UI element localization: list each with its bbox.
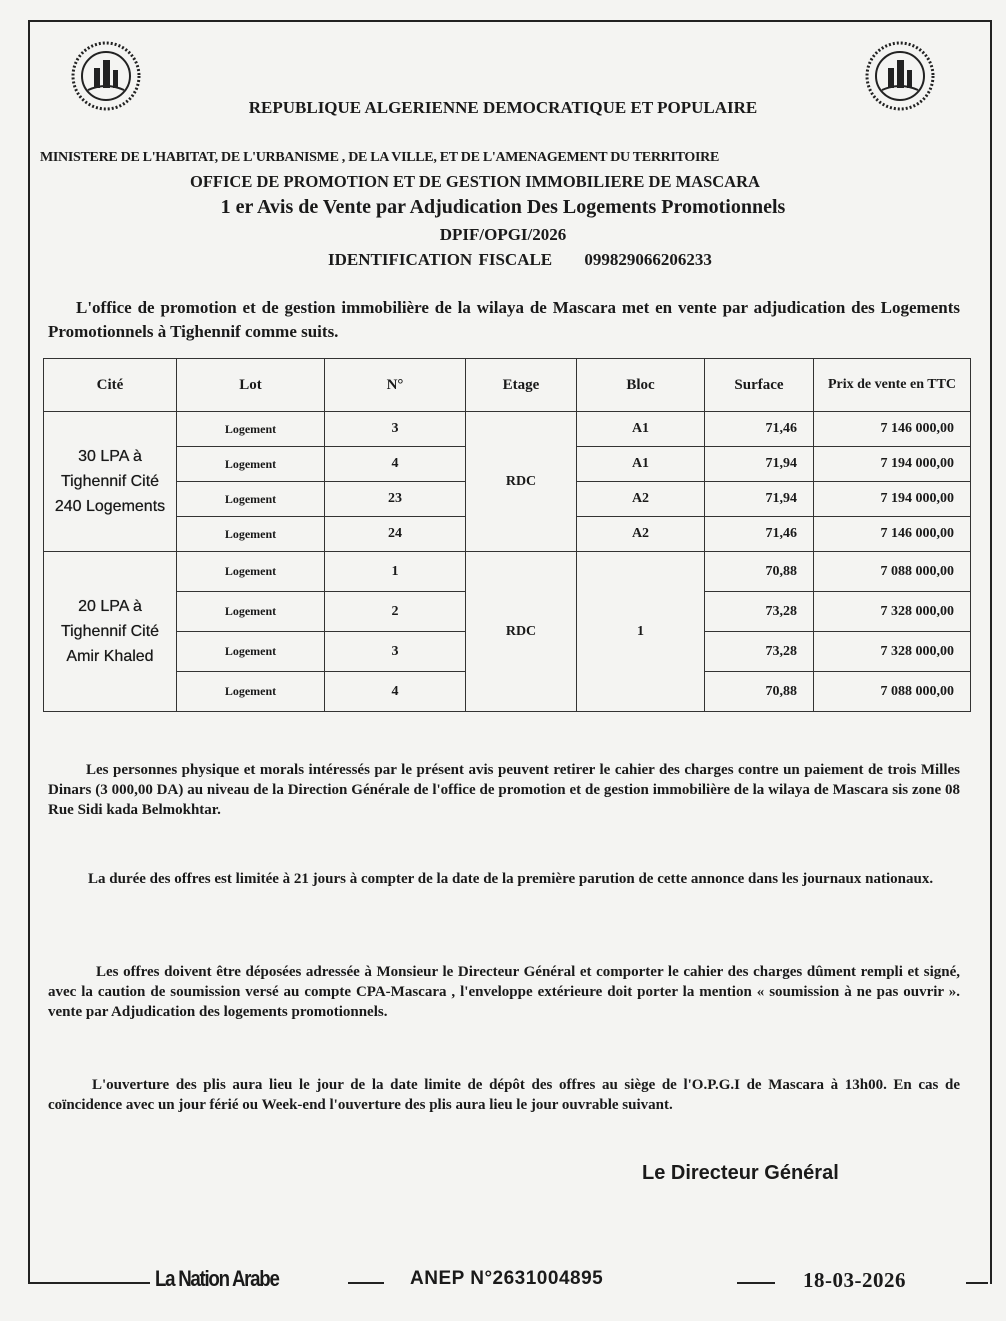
- surface-cell: 73,28: [704, 591, 814, 632]
- prix-cell: 7 194 000,00: [813, 481, 971, 517]
- lot-cell: Logement: [176, 631, 325, 672]
- etage-cell: RDC: [465, 551, 577, 712]
- ministry-heading: MINISTERE DE L'HABITAT, DE L'URBANISME ,…: [40, 150, 719, 165]
- fiscal-identification: IDENTIFICATION FISCALE 099829066206233: [328, 250, 712, 270]
- surface-cell: 71,46: [704, 516, 814, 552]
- intro-paragraph: L'office de promotion et de gestion immo…: [48, 298, 960, 341]
- opgi-emblem-icon: [865, 41, 935, 111]
- surface-cell: 73,28: [704, 631, 814, 672]
- no-cell: 24: [324, 516, 466, 552]
- prix-cell: 7 088 000,00: [813, 671, 971, 712]
- prix-cell: 7 088 000,00: [813, 551, 971, 592]
- newspaper-name: La Nation Arabe: [155, 1266, 280, 1291]
- bloc-cell: A1: [576, 411, 705, 447]
- cite-cell: 30 LPA à Tighennif Cité 240 Logements: [43, 411, 177, 552]
- surface-cell: 71,46: [704, 411, 814, 447]
- no-cell: 2: [324, 591, 466, 632]
- header-prix: Prix de vente en TTC: [813, 358, 971, 412]
- bloc-cell: 1: [576, 551, 705, 712]
- table-row: Logement 4 70,88 7 088 000,00: [44, 671, 971, 712]
- surface-cell: 70,88: [704, 551, 814, 592]
- prix-cell: 7 194 000,00: [813, 446, 971, 482]
- no-cell: 3: [324, 411, 466, 447]
- header-cite: Cité: [43, 358, 177, 412]
- prix-cell: 7 328 000,00: [813, 591, 971, 632]
- signature: Le Directeur Général: [642, 1162, 839, 1184]
- document-border: [28, 20, 992, 1284]
- no-cell: 3: [324, 631, 466, 672]
- office-heading: OFFICE DE PROMOTION ET DE GESTION IMMOBI…: [190, 172, 760, 191]
- surface-cell: 71,94: [704, 481, 814, 517]
- lot-cell: Logement: [176, 551, 325, 592]
- table-row: 20 LPA à Tighennif Cité Amir Khaled Loge…: [43, 551, 971, 712]
- opgi-emblem-icon: [71, 41, 141, 111]
- lot-cell: Logement: [176, 516, 325, 552]
- notice-title: 1 er Avis de Vente par Adjudication Des …: [220, 196, 786, 218]
- cite-cell: 20 LPA à Tighennif Cité Amir Khaled: [43, 551, 177, 712]
- anep-number: ANEP N°2631004895: [410, 1268, 604, 1289]
- no-cell: 4: [324, 446, 466, 482]
- reference: DPIF/OPGI/2026: [439, 225, 567, 244]
- lot-cell: Logement: [176, 671, 325, 712]
- no-cell: 1: [324, 551, 466, 592]
- footer-rule: [348, 1282, 384, 1284]
- publication-date: 18-03-2026: [803, 1268, 906, 1292]
- prix-cell: 7 146 000,00: [813, 411, 971, 447]
- paragraph-cahier: Les personnes physique et morals intéres…: [48, 762, 960, 818]
- footer-rule: [737, 1282, 775, 1284]
- fiscal-label: IDENTIFICATION FISCALE: [328, 250, 553, 269]
- surface-cell: 70,88: [704, 671, 814, 712]
- table-row: Logement 3 73,28 7 328 000,00: [44, 631, 971, 672]
- bloc-cell: A1: [576, 446, 705, 482]
- lot-cell: Logement: [176, 591, 325, 632]
- header-no: N°: [324, 358, 466, 412]
- lot-cell: Logement: [176, 446, 325, 482]
- table-row: Logement 24 A2 71,46 7 146 000,00: [44, 516, 971, 552]
- no-cell: 23: [324, 481, 466, 517]
- header-surface: Surface: [704, 358, 814, 412]
- table-header-row: Cité Lot N° Etage Bloc Surface Prix de v…: [43, 358, 971, 412]
- header-etage: Etage: [465, 358, 577, 412]
- lot-cell: Logement: [176, 481, 325, 517]
- housing-table: Cité Lot N° Etage Bloc Surface Prix de v…: [43, 358, 971, 712]
- bloc-cell: A2: [576, 481, 705, 517]
- table-row: Logement 4 A1 71,94 7 194 000,00: [44, 446, 971, 482]
- etage-cell: RDC: [465, 411, 577, 552]
- no-cell: 4: [324, 671, 466, 712]
- paragraph-offres: Les offres doivent être déposées adressé…: [48, 964, 960, 1020]
- paragraph-ouverture: L'ouverture des plis aura lieu le jour d…: [48, 1077, 960, 1113]
- header-bloc: Bloc: [576, 358, 705, 412]
- footer-rule: [966, 1282, 988, 1284]
- header-lot: Lot: [176, 358, 325, 412]
- republic-heading: REPUBLIQUE ALGERIENNE DEMOCRATIQUE ET PO…: [248, 98, 758, 117]
- lot-cell: Logement: [176, 411, 325, 447]
- prix-cell: 7 328 000,00: [813, 631, 971, 672]
- fiscal-number: 099829066206233: [584, 250, 712, 269]
- surface-cell: 71,94: [704, 446, 814, 482]
- bloc-cell: A2: [576, 516, 705, 552]
- prix-cell: 7 146 000,00: [813, 516, 971, 552]
- paragraph-duree: La durée des offres est limitée à 21 jou…: [88, 871, 934, 887]
- table-row: 30 LPA à Tighennif Cité 240 Logements Lo…: [43, 411, 971, 552]
- table-row: Logement 2 73,28 7 328 000,00: [44, 591, 971, 632]
- footer-rule: [28, 1282, 150, 1284]
